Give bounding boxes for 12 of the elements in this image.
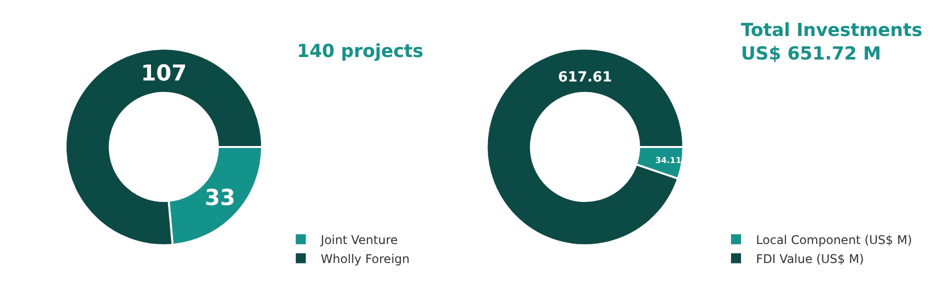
donut-slice <box>64 48 264 246</box>
data-label: 107 <box>140 61 187 86</box>
legend-label: Wholly Foreign <box>320 252 410 266</box>
chart-title: 140 projects <box>297 41 424 62</box>
legend-label: Joint Venture <box>320 232 398 247</box>
data-label: 617.61 <box>558 69 612 86</box>
donut-slice <box>486 48 684 246</box>
data-label: 33 <box>204 186 236 211</box>
legend-label: FDI Value (US$ M) <box>756 252 864 266</box>
data-label: 34.11 <box>655 155 682 166</box>
chart-title: Total Investments US$ 651.72 M <box>741 20 922 64</box>
legend-label: Local Component (US$ M) <box>756 232 912 247</box>
